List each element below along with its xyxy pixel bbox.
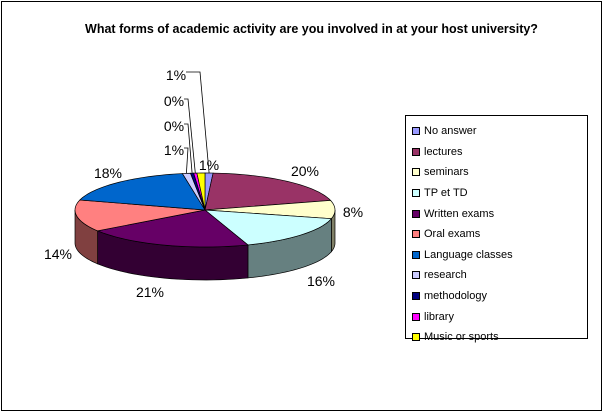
legend-label: seminars [424,166,469,179]
legend-item: library [406,306,587,327]
legend-swatch [412,147,420,156]
legend-label: Language classes [424,248,513,261]
legend-swatch [412,333,420,342]
legend-label: Oral exams [424,228,481,241]
chart-title: What forms of academic activity are you … [85,22,538,36]
legend-label: No answer [424,125,477,138]
legend-item: Oral exams [406,224,587,245]
data-label-music-or-sports: 1% [199,157,219,173]
data-label-no-answer: 1% [166,67,186,83]
data-label-lectures: 20% [291,163,319,179]
data-label-methodology: 0% [164,118,184,134]
legend-item: seminars [406,162,587,183]
legend-swatch [412,209,420,218]
legend: No answer lectures seminars TP et TD Written… [405,115,588,343]
legend-label: TP et TD [424,187,468,200]
legend-item: methodology [406,286,587,307]
legend-label: research [424,269,467,282]
legend-swatch [412,168,420,177]
data-label-tp-et-td: 16% [307,273,335,289]
data-label-research: 1% [164,142,184,158]
legend-item: Language classes [406,245,587,266]
legend-label: library [424,310,454,323]
legend-swatch [412,230,420,239]
pie-slice-tp-et-td [203,209,333,246]
legend-swatch [412,250,420,259]
legend-label: Music or sports [424,331,499,344]
legend-swatch [412,271,420,280]
pie-slice-language-classes [79,173,206,211]
leader-line-research [184,147,189,174]
legend-item: No answer [406,121,587,142]
legend-item: Music or sports [406,327,587,348]
legend-swatch [412,292,420,301]
legend-swatch [412,189,420,198]
data-label-oral-exams: 14% [44,246,72,262]
legend-item: research [406,265,587,286]
legend-label: methodology [424,290,487,303]
legend-item: Written exams [406,203,587,224]
pie-slice-seminars [204,200,336,220]
legend-swatch [412,312,420,321]
legend-label: Written exams [424,207,495,220]
pie-slice-music-or-sports [196,172,206,211]
legend-swatch [412,127,420,136]
pie-tops [74,172,336,248]
pie-slice-lectures [204,172,332,211]
legend-item: TP et TD [406,183,587,204]
data-label-library: 0% [164,93,184,109]
data-labels: 1% 20% 8% 16% 21% 14% 18% 1% 0% 0% 1% [44,67,363,300]
data-label-written-exams: 21% [136,284,164,300]
legend-label: lectures [424,145,463,158]
pie-slice-written-exams [96,209,249,248]
leader-line-no-answer [186,71,210,174]
data-label-language-classes: 18% [94,165,122,181]
leader-lines [184,71,210,174]
data-label-seminars: 8% [343,204,363,220]
leader-line-methodology [184,123,193,174]
leader-line-library [184,98,196,174]
legend-item: lectures [406,142,587,163]
